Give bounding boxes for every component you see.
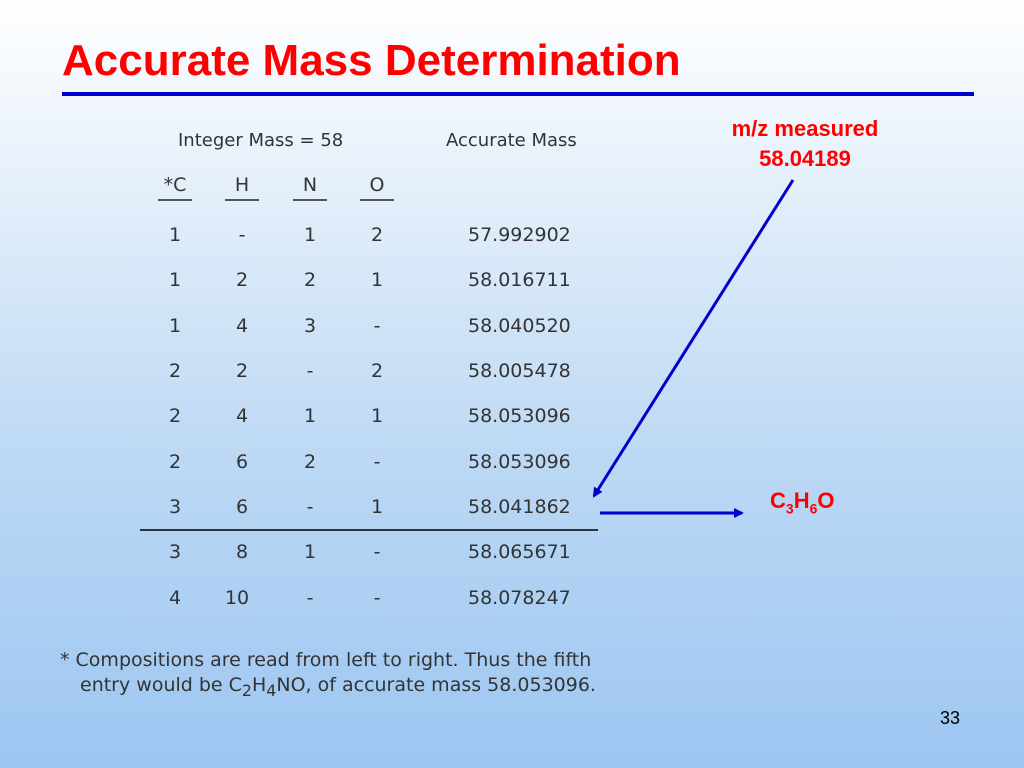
formula-hydrogen: H: [793, 488, 810, 513]
slide-title: Accurate Mass Determination: [62, 36, 681, 85]
column-header-h: H: [234, 174, 250, 196]
accurate-mass-header: Accurate Mass: [446, 130, 577, 151]
cell-h: -: [238, 224, 246, 246]
footnote-subscript: 4: [266, 680, 277, 700]
cell-accurate-mass: 58.005478: [468, 360, 571, 382]
footnote-subscript: 2: [241, 680, 252, 700]
formula-result: C3H6O: [770, 488, 835, 516]
column-header-n: N: [302, 174, 318, 196]
mz-measured-value: 58.04189: [759, 146, 851, 171]
title-underline: [62, 92, 974, 96]
cell-h: 4: [235, 315, 249, 337]
footnote-line-1: * Compositions are read from left to rig…: [60, 649, 592, 671]
integer-mass-header: Integer Mass = 58: [178, 130, 344, 151]
cell-accurate-mass: 58.041862: [468, 496, 571, 518]
cell-o: -: [373, 587, 381, 609]
cell-n: 2: [303, 451, 317, 473]
cell-o: 1: [370, 269, 384, 291]
cell-o: 2: [370, 224, 384, 246]
footnote-text: NO, of accurate mass 58.053096.: [276, 674, 596, 696]
formula-oxygen: O: [817, 488, 835, 513]
cell-h: 4: [235, 405, 249, 427]
cell-n: -: [306, 360, 314, 382]
cell-c: 1: [168, 269, 182, 291]
cell-n: 1: [303, 405, 317, 427]
cell-accurate-mass: 58.040520: [468, 315, 571, 337]
cell-n: 1: [303, 224, 317, 246]
cell-n: 2: [303, 269, 317, 291]
column-rule-o: [360, 199, 394, 201]
cell-n: 1: [303, 541, 317, 563]
cell-accurate-mass: 58.078247: [468, 587, 571, 609]
cell-c: 4: [168, 587, 182, 609]
formula-carbon-count: 3: [785, 500, 794, 517]
measured-arrow: [592, 179, 795, 498]
column-rule-h: [225, 199, 259, 201]
mz-measured-label: m/z measured: [731, 116, 879, 141]
cell-o: 1: [370, 496, 384, 518]
cell-accurate-mass: 57.992902: [468, 224, 571, 246]
cell-h: 6: [235, 451, 249, 473]
footnote-text: entry would be C: [80, 674, 242, 696]
cell-o: 2: [370, 360, 384, 382]
cell-accurate-mass: 58.053096: [468, 451, 571, 473]
cell-o: -: [373, 451, 381, 473]
cell-o: 1: [370, 405, 384, 427]
cell-c: 1: [168, 315, 182, 337]
column-rule-c: [158, 199, 192, 201]
cell-n: 3: [303, 315, 317, 337]
cell-h: 8: [235, 541, 249, 563]
cell-o: -: [373, 541, 381, 563]
cell-c: 3: [168, 496, 182, 518]
column-header-o: O: [369, 174, 385, 196]
table-separator: [140, 529, 598, 531]
cell-c: 3: [168, 541, 182, 563]
cell-accurate-mass: 58.065671: [468, 541, 571, 563]
page-number: 33: [940, 708, 961, 728]
cell-h: 2: [235, 269, 249, 291]
cell-n: -: [306, 587, 314, 609]
cell-n: -: [306, 496, 314, 518]
cell-c: 2: [168, 451, 182, 473]
cell-c: 2: [168, 405, 182, 427]
cell-accurate-mass: 58.016711: [468, 269, 571, 291]
cell-h: 6: [235, 496, 249, 518]
cell-accurate-mass: 58.053096: [468, 405, 571, 427]
footnote-line-2: entry would be C2H4NO, of accurate mass …: [60, 673, 596, 703]
formula-carbon: C: [770, 488, 786, 513]
formula-hydrogen-count: 6: [809, 500, 818, 517]
footnote-text: H: [252, 674, 267, 696]
column-rule-n: [293, 199, 327, 201]
cell-h: 10: [224, 587, 250, 609]
cell-o: -: [373, 315, 381, 337]
cell-c: 2: [168, 360, 182, 382]
column-header-c: *C: [163, 174, 187, 196]
footnote: * Compositions are read from left to rig…: [60, 648, 596, 703]
cell-h: 2: [235, 360, 249, 382]
cell-c: 1: [168, 224, 182, 246]
